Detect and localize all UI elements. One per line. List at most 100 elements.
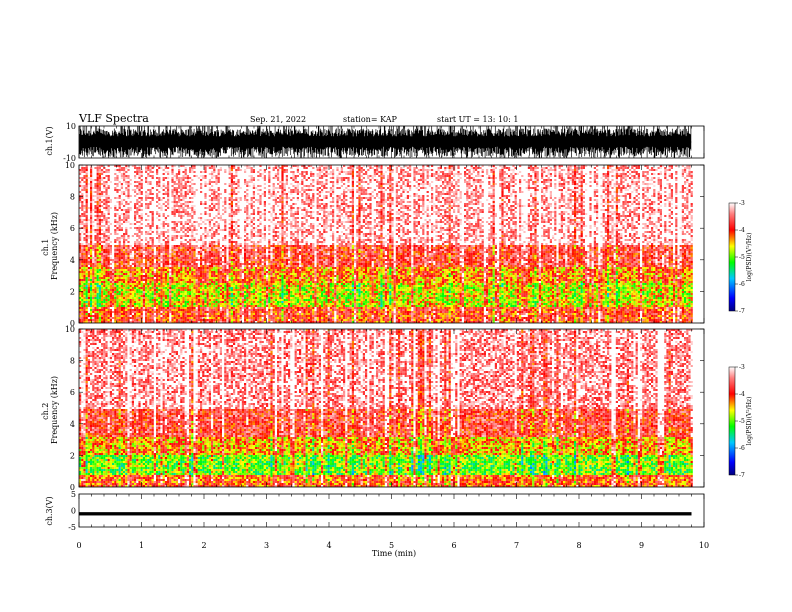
ch1-spec-cell xyxy=(123,319,126,321)
ch1-spec-cell xyxy=(81,297,84,299)
ch1-spec-cell xyxy=(149,283,152,285)
ch1-spec-cell xyxy=(79,265,82,267)
ch1-spec-cell xyxy=(127,261,130,263)
ch1-spec-cell xyxy=(189,207,192,209)
ch1-spec-cell xyxy=(134,303,137,305)
ch1-spec-cell xyxy=(162,233,165,235)
ch1-spec-cell xyxy=(173,247,176,249)
ch1-spec-cell xyxy=(204,245,207,247)
ch1-spec-cell xyxy=(208,187,211,189)
ch1-spec-cell xyxy=(160,283,163,285)
ch1-spec-cell xyxy=(219,311,222,313)
ch1-spec-cell xyxy=(138,225,141,227)
ch1-spec-cell xyxy=(263,227,266,229)
ch1-spec-cell xyxy=(147,215,150,217)
ch1-spec-cell xyxy=(263,281,266,283)
ch1-spec-cell xyxy=(85,189,88,191)
ch1-spec-cell xyxy=(248,289,251,291)
ch1-spec-cell xyxy=(257,189,260,191)
ch1-spec-cell xyxy=(244,301,247,303)
ch1-spec-cell xyxy=(158,273,161,275)
ch1-spec-cell xyxy=(186,283,189,285)
ch1-spec-cell xyxy=(208,271,211,273)
ch1-spec-cell xyxy=(114,297,117,299)
ch1-spec-cell xyxy=(162,251,165,253)
ch1-spec-cell xyxy=(153,295,156,297)
ch1-spec-cell xyxy=(259,301,262,303)
ch1-spec-cell xyxy=(156,315,159,317)
ch1-spec-cell xyxy=(224,237,227,239)
ch1-spec-cell xyxy=(145,273,148,275)
ch1-spec-cell xyxy=(103,255,106,257)
ch1-spec-cell xyxy=(136,301,139,303)
ch1-spec-cell xyxy=(90,205,93,207)
ch1-spec-cell xyxy=(228,309,231,311)
ch1-spec-cell xyxy=(162,183,165,185)
ch1-spec-cell xyxy=(160,249,163,251)
ch1-spec-cell xyxy=(178,317,181,319)
ch1-spec-cell xyxy=(263,305,266,307)
ch1-spec-cell xyxy=(145,207,148,209)
ch1-spec-cell xyxy=(226,299,229,301)
ch1-spec-cell xyxy=(191,303,194,305)
ch1-spec-cell xyxy=(136,233,139,235)
ch1-spec-cell xyxy=(184,269,187,271)
ch1-spec-cell xyxy=(213,167,216,169)
ch1-spec-cell xyxy=(246,261,249,263)
ch1-spec-cell xyxy=(162,271,165,273)
ch1-spec-cell xyxy=(204,175,207,177)
ch1-spec-cell xyxy=(118,279,121,281)
ch1-spec-cell xyxy=(138,321,141,323)
ch1-spec-cell xyxy=(114,259,117,261)
ch1-spec-cell xyxy=(114,313,117,315)
ch1-spec-cell xyxy=(158,183,161,185)
ch1-spec-cell xyxy=(92,319,95,321)
ch1-spec-cell xyxy=(92,257,95,259)
ch1-spec-cell xyxy=(151,279,154,281)
ch1-spec-cell xyxy=(131,305,134,307)
ch1-spec-cell xyxy=(263,287,266,289)
ch1-spec-cell xyxy=(252,297,255,299)
ch1-spec-cell xyxy=(224,191,227,193)
ch1-spec-cell xyxy=(224,251,227,253)
ch1-spec-cell xyxy=(204,315,207,317)
ch1-spec-cell xyxy=(259,289,262,291)
ch1-spec-cell xyxy=(195,247,198,249)
ch1-spec-cell xyxy=(248,297,251,299)
ch1-spec-cell xyxy=(147,169,150,171)
ch1-spec-cell xyxy=(237,269,240,271)
ch1-spec-cell xyxy=(167,257,170,259)
ch1-spec-cell xyxy=(145,275,148,277)
ch1-spec-cell xyxy=(197,247,200,249)
ch1-spec-cell xyxy=(244,275,247,277)
ch1-spec-cell xyxy=(217,261,220,263)
ch1-spec-cell xyxy=(147,167,150,169)
ch1-spec-cell xyxy=(127,189,130,191)
ch1-spec-cell xyxy=(204,249,207,251)
ch1-spec-cell xyxy=(202,259,205,261)
ch1-spec-cell xyxy=(96,175,99,177)
ch1-spec-cell xyxy=(235,267,238,269)
ch1-spec-cell xyxy=(151,211,154,213)
ch1-spec-cell xyxy=(114,279,117,281)
ch1-spec-cell xyxy=(246,255,249,257)
ch1-spec-cell xyxy=(96,239,99,241)
ch1-spec-cell xyxy=(114,265,117,267)
ch1-spec-cell xyxy=(211,259,214,261)
ch1-spec-cell xyxy=(257,257,260,259)
ch1-spec-cell xyxy=(230,265,233,267)
ch1-spec-cell xyxy=(90,261,93,263)
ch1-spec-cell xyxy=(169,305,172,307)
ch1-spec-cell xyxy=(131,277,134,279)
ch1-spec-cell xyxy=(182,269,185,271)
ch1-spec-cell xyxy=(224,321,227,323)
ch1-spec-cell xyxy=(191,229,194,231)
ch1-spec-cell xyxy=(230,251,233,253)
ch1-spec-cell xyxy=(259,201,262,203)
ch1-spec-cell xyxy=(120,227,123,229)
ch1-spec-cell xyxy=(138,285,141,287)
ch1-spec-cell xyxy=(147,165,150,167)
ch1-spec-cell xyxy=(120,321,123,323)
ch1-spec-cell xyxy=(173,265,176,267)
ch1-spec-cell xyxy=(268,189,271,191)
